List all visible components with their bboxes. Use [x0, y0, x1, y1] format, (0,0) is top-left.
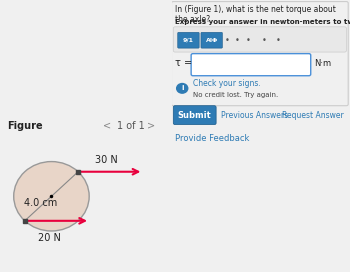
FancyBboxPatch shape: [191, 54, 311, 76]
Text: •: •: [262, 36, 267, 45]
Text: Provide Feedback: Provide Feedback: [175, 134, 250, 143]
Text: 9/1: 9/1: [183, 38, 194, 43]
FancyBboxPatch shape: [201, 32, 222, 48]
Text: AlΦ: AlΦ: [205, 38, 218, 43]
Text: >: >: [147, 120, 156, 131]
Text: <: <: [103, 120, 111, 131]
Text: Check your signs.: Check your signs.: [193, 79, 261, 88]
Text: Request Answer: Request Answer: [282, 111, 344, 120]
FancyBboxPatch shape: [173, 106, 216, 125]
Text: 30 N: 30 N: [95, 155, 118, 165]
Text: Submit: Submit: [178, 111, 212, 120]
Text: •: •: [246, 36, 251, 45]
Text: No credit lost. Try again.: No credit lost. Try again.: [193, 92, 278, 98]
FancyBboxPatch shape: [178, 32, 199, 48]
Text: 4.0 cm: 4.0 cm: [24, 197, 57, 208]
Text: N·m: N·m: [314, 58, 331, 68]
Text: i: i: [181, 85, 183, 91]
Circle shape: [176, 83, 188, 94]
Text: •: •: [235, 36, 240, 45]
Text: Figure: Figure: [7, 120, 42, 131]
Text: 1 of 1: 1 of 1: [117, 120, 144, 131]
Text: In (Figure 1), what is the net torque about the axle?: In (Figure 1), what is the net torque ab…: [175, 5, 336, 24]
Text: 20 N: 20 N: [38, 233, 61, 243]
Text: •: •: [276, 36, 281, 45]
Text: Previous Answers: Previous Answers: [222, 111, 289, 120]
Text: τ =: τ =: [175, 58, 192, 68]
FancyBboxPatch shape: [173, 27, 346, 52]
Circle shape: [14, 162, 89, 231]
Text: Express your answer in newton-meters to two significant figures.: Express your answer in newton-meters to …: [175, 19, 350, 25]
Text: •: •: [224, 36, 229, 45]
